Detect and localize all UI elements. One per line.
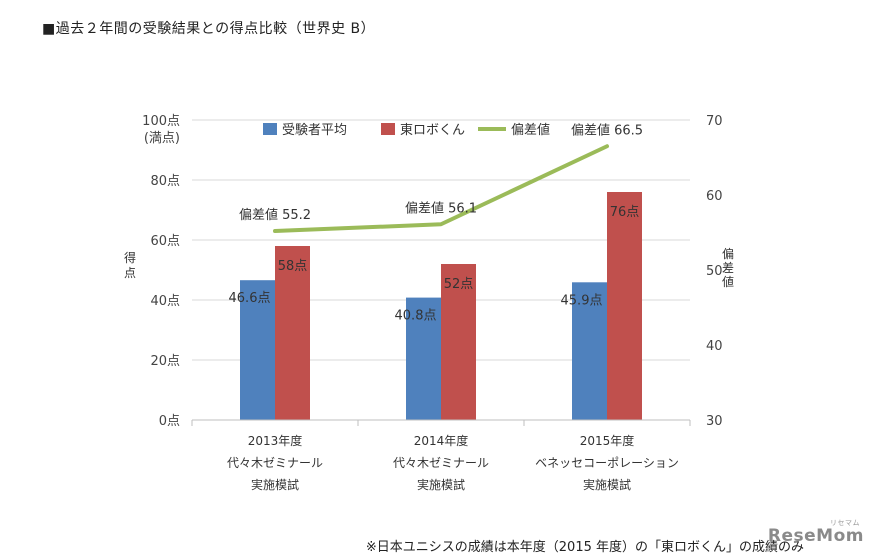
x-category-label: ベネッセコーポレーション [535, 456, 679, 470]
line-data-label: 偏差値 66.5 [571, 122, 643, 138]
x-category-label: 代々木ゼミナール [227, 456, 323, 470]
legend-swatch [263, 123, 277, 135]
legend-label: 受験者平均 [282, 123, 347, 138]
y-right-tick-label: 50 [706, 264, 723, 279]
x-category-label: 実施模試 [251, 477, 299, 492]
page-title: ■過去２年間の受験結果との得点比較（世界史 B） [42, 21, 376, 37]
logo-text: ReseMom [767, 526, 864, 546]
y-left-max-sublabel: (満点) [144, 131, 180, 146]
y-left-tick-label: 0点 [159, 414, 180, 429]
bar-data-label: 45.9点 [561, 293, 603, 308]
bar-average [240, 280, 275, 420]
bar-data-label: 52点 [444, 277, 474, 292]
bar-data-label: 58点 [278, 259, 308, 274]
axes: 0点 20点 40点 60点 80点 100点 (満点) 30 40 50 60 70 2013年度代々… [124, 114, 734, 492]
x-category-label: 2014年度 [414, 433, 469, 448]
bar-data-label: 40.8点 [395, 309, 437, 324]
y-left-tick-label: 40点 [150, 294, 180, 309]
y-right-tick-label: 30 [706, 414, 723, 429]
logo-subtext: リセマム [830, 519, 860, 527]
y-left-tick-label: 20点 [150, 354, 180, 369]
bar-average [406, 297, 441, 420]
data-labels: 46.6点 40.8点 45.9点 58点 52点 76点 偏差値 55.2 偏差値 56.1… [229, 122, 644, 323]
y-right-title-char: 値 [722, 274, 734, 289]
y-right-tick-label: 40 [706, 339, 723, 354]
x-category-label: 代々木ゼミナール [393, 456, 489, 470]
bar-torobo [275, 246, 310, 420]
line-data-label: 偏差値 56.1 [405, 200, 477, 216]
bar-torobo [607, 192, 642, 420]
bars [240, 192, 642, 420]
legend-label: 東ロボくん [400, 122, 465, 138]
y-right-tick-label: 60 [706, 189, 723, 204]
y-left-tick-label: 60点 [150, 234, 180, 249]
y-right-title-char: 差 [722, 261, 734, 275]
bar-data-label: 46.6点 [229, 291, 271, 306]
y-left-title-char: 得 [124, 250, 136, 265]
x-category-label: 2015年度 [580, 433, 635, 448]
y-right-tick-label: 70 [706, 114, 723, 129]
line-data-label: 偏差値 55.2 [239, 207, 311, 223]
x-category-label: 実施模試 [417, 477, 465, 492]
deviation-line-path [273, 144, 609, 233]
y-right-title-char: 偏 [722, 246, 734, 261]
resemom-logo: ReseMom リセマム [767, 519, 864, 546]
deviation-line [273, 144, 609, 233]
x-category-label: 2013年度 [248, 433, 303, 448]
bar-torobo [441, 264, 476, 420]
legend: 受験者平均 東ロボくん 偏差値 [263, 122, 550, 138]
bar-average [572, 282, 607, 420]
footnote: ※日本ユニシスの成績は本年度（2015 年度）の「東ロボくん」の成績のみ [365, 540, 804, 555]
legend-swatch [381, 123, 395, 135]
y-left-title-char: 点 [124, 266, 136, 280]
y-left-tick-label: 80点 [150, 174, 180, 189]
y-left-tick-label: 100点 [142, 114, 180, 129]
legend-label: 偏差値 [511, 122, 550, 138]
x-category-label: 実施模試 [583, 477, 631, 492]
bar-data-label: 76点 [610, 205, 640, 220]
